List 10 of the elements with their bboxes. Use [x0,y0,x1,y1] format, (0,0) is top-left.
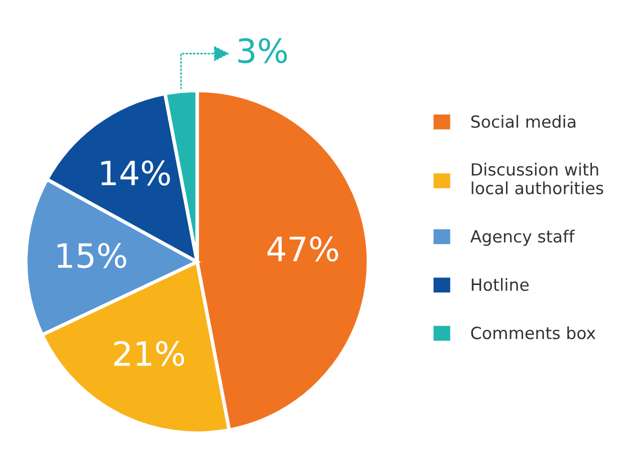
data-label: 47% [267,236,338,262]
legend-label: Comments box [471,326,596,340]
legend-label: Hotline [472,278,529,291]
legend-label: Agency staff [470,230,575,246]
data-label: 3% [238,38,287,64]
data-label: 15% [58,242,126,268]
data-label: 21% [114,340,184,366]
data-label: 14% [101,160,170,186]
legend-label: Social media [471,115,576,128]
legend-label: Discussion with local authorities [472,162,604,194]
